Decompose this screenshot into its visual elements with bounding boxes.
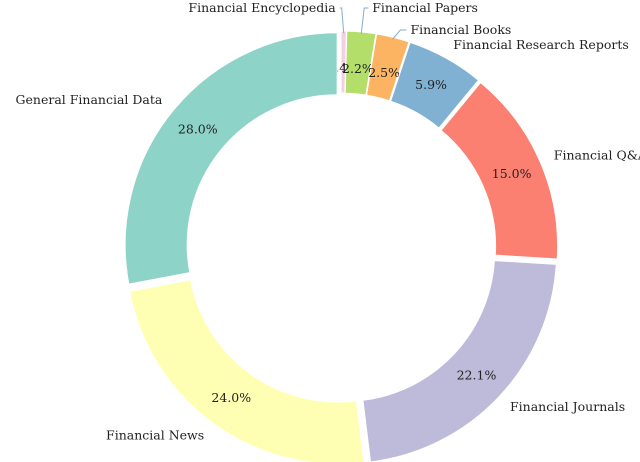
leader-line-financial-books xyxy=(392,29,407,40)
slice-financial-qanda xyxy=(440,81,559,260)
category-label-financial-papers: Financial Papers xyxy=(372,0,478,15)
value-label-general-financial-data: 28.0% xyxy=(178,121,218,136)
slice-financial-research-reports xyxy=(389,41,480,129)
category-label-financial-journals: Financial Journals xyxy=(510,399,625,414)
slice-financial-journals xyxy=(362,260,557,462)
category-label-financial-research-reports: Financial Research Reports xyxy=(453,37,628,52)
value-label-financial-papers: 2.2% xyxy=(342,61,374,76)
slice-financial-news xyxy=(129,279,365,462)
leader-line-financial-encyclopedia xyxy=(339,7,345,34)
slice-financial-books xyxy=(365,33,410,102)
category-label-financial-encyclopedia: Financial Encyclopedia xyxy=(188,0,336,15)
leader-line-financial-papers xyxy=(360,7,369,35)
category-label-financial-books: Financial Books xyxy=(410,22,511,37)
value-label-financial-books: 2.5% xyxy=(368,65,400,80)
category-label-financial-news: Financial News xyxy=(106,427,204,442)
slice-financial-papers xyxy=(344,30,377,96)
category-label-general-financial-data: General Financial Data xyxy=(16,92,163,107)
value-label-financial-qanda: 15.0% xyxy=(492,166,532,181)
slice-general-financial-data xyxy=(124,32,338,285)
value-label-financial-news: 24.0% xyxy=(211,390,251,405)
value-label-financial-journals: 22.1% xyxy=(457,367,497,382)
value-label-financial-research-reports: 5.9% xyxy=(415,77,447,92)
category-label-financial-qanda: Financial Q&A xyxy=(554,148,640,163)
